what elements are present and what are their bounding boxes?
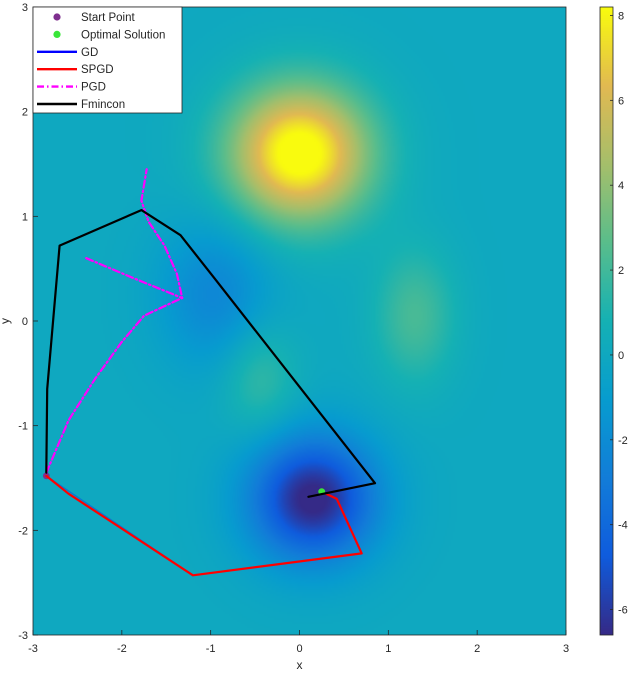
x-tick-label: 2 (474, 643, 480, 655)
colorbar-frame (599, 6, 614, 636)
x-tick-label: -3 (28, 643, 38, 655)
y-tick-label: 0 (22, 316, 28, 328)
y-axis-label: y (0, 318, 12, 324)
legend-marker-start-point (53, 13, 61, 21)
colorbar: 8 6 4 2 0 -2 -4 -6 (599, 6, 628, 636)
y-tick-label: 1 (22, 211, 28, 223)
legend-label-pgd: PGD (81, 82, 106, 94)
pgd-line-4 (45, 168, 184, 474)
colorbar-ticks: 8 6 4 2 0 -2 -4 -6 (610, 10, 628, 617)
colorbar-tick-label: 4 (618, 180, 624, 192)
legend-marker-optimal-solution (53, 30, 61, 38)
trajectories (42, 168, 377, 577)
x-tick-label: 0 (296, 643, 302, 655)
y-tick-label: 2 (22, 107, 28, 119)
pgd-line-5 (85, 257, 184, 300)
legend-label-gd: GD (81, 47, 98, 59)
y-tick-label: -1 (18, 421, 28, 433)
x-tick-label: 3 (563, 643, 569, 655)
spgd-line-3 (45, 474, 363, 577)
colorbar-tick-label: -2 (618, 435, 628, 447)
legend-label-spgd: SPGD (81, 64, 114, 76)
x-axis: -3 -2 -1 0 1 2 3 (28, 630, 569, 655)
x-tick-label: 1 (385, 643, 391, 655)
x-tick-label: -1 (206, 643, 216, 655)
colorbar-tick-label: 2 (618, 265, 624, 277)
y-axis: 3 2 1 0 -1 -2 -3 (18, 2, 38, 642)
y-tick-label: 3 (22, 2, 28, 14)
colorbar-tick-label: -6 (618, 605, 628, 617)
colorbar-tick-label: 0 (618, 350, 624, 362)
colorbar-tick-label: 8 (618, 10, 624, 22)
fmincon-line-6 (45, 209, 377, 498)
legend-label-optimal-solution: Optimal Solution (81, 29, 165, 41)
legend-label-fmincon: Fmincon (81, 99, 125, 111)
x-tick-label: -2 (117, 643, 127, 655)
legend: Start Point Optimal Solution GD SPGD PGD Fmin… (32, 6, 183, 114)
colorbar-tick-label: -4 (618, 520, 628, 532)
legend-label-start-point: Start Point (81, 12, 135, 24)
colorbar-tick-label: 6 (618, 95, 624, 107)
y-tick-label: -2 (18, 525, 28, 537)
colorbar-gradient (600, 7, 613, 635)
legend-box (32, 6, 183, 114)
x-axis-label: x (297, 658, 303, 672)
y-tick-label: -3 (18, 630, 28, 642)
